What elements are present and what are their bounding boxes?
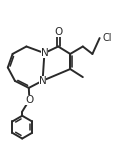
Text: Cl: Cl (102, 33, 111, 43)
Text: N: N (38, 76, 46, 86)
Text: O: O (54, 27, 62, 37)
Text: N: N (40, 48, 48, 58)
Text: O: O (25, 95, 33, 105)
